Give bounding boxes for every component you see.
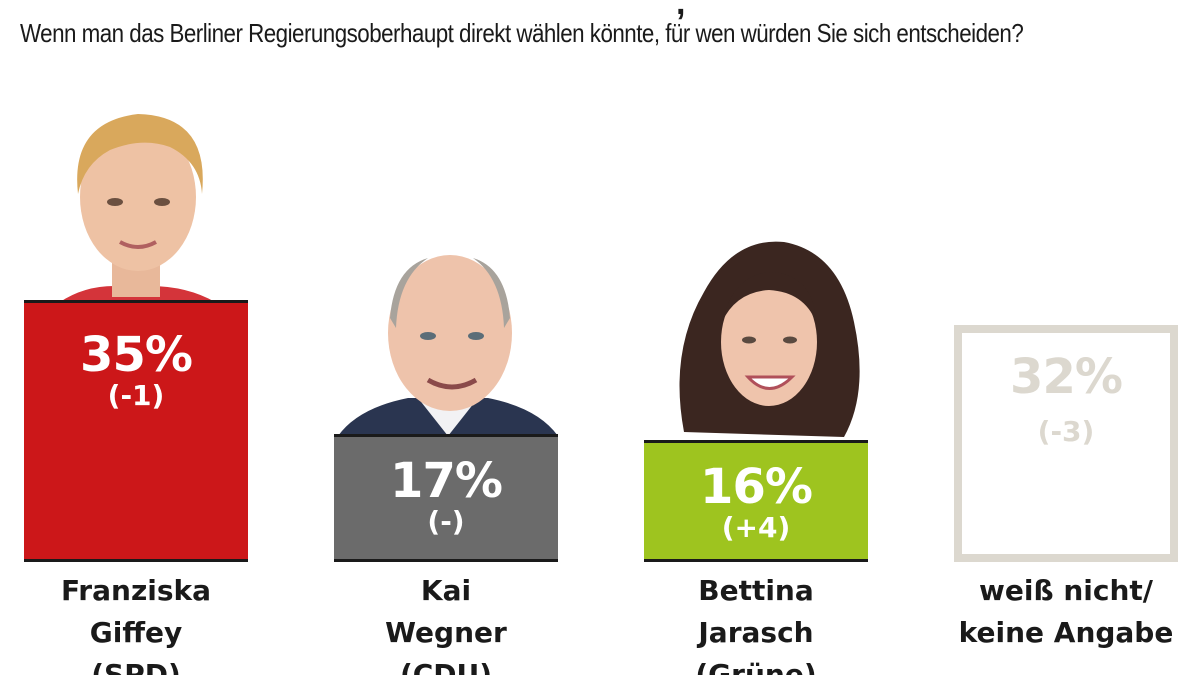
bar-wegner: 17% (-) xyxy=(334,434,558,562)
title-fragment: , xyxy=(676,0,686,22)
portrait-franziska-giffey xyxy=(50,102,225,302)
candidate-name: Bettina Jarasch (Grüne) xyxy=(695,574,817,675)
candidate-name: Franziska Giffey (SPD) xyxy=(60,574,212,675)
value-label: 35% xyxy=(80,327,193,383)
value-label: 16% xyxy=(700,459,813,515)
column-giffey: 35% (-1) Franziska Giffey (SPD) xyxy=(24,0,248,675)
column-wegner: 17% (-) Kai Wegner (CDU) xyxy=(334,0,558,675)
portrait-kai-wegner xyxy=(338,238,558,436)
candidate-name: Kai Wegner (CDU) xyxy=(385,574,507,675)
change-label: (-) xyxy=(427,505,465,538)
bar-giffey: 35% (-1) xyxy=(24,300,248,562)
change-label: (+4) xyxy=(721,511,791,544)
value-label: 32% xyxy=(1010,349,1123,405)
value-label: 17% xyxy=(390,453,503,509)
change-label: (-3) xyxy=(1037,415,1095,448)
change-label: (-1) xyxy=(107,379,165,412)
bar-jarasch: 16% (+4) xyxy=(644,440,868,562)
portrait-bettina-jarasch xyxy=(664,232,874,442)
category-name: weiß nicht/ keine Angabe xyxy=(958,574,1174,649)
column-undecided: 32% (-3) weiß nicht/ keine Angabe xyxy=(954,0,1178,675)
bar-undecided: 32% (-3) xyxy=(954,325,1178,562)
chart-subtitle: Wenn man das Berliner Regierungsoberhaup… xyxy=(20,18,1024,48)
column-jarasch: 16% (+4) Bettina Jarasch (Grüne) xyxy=(644,0,868,675)
